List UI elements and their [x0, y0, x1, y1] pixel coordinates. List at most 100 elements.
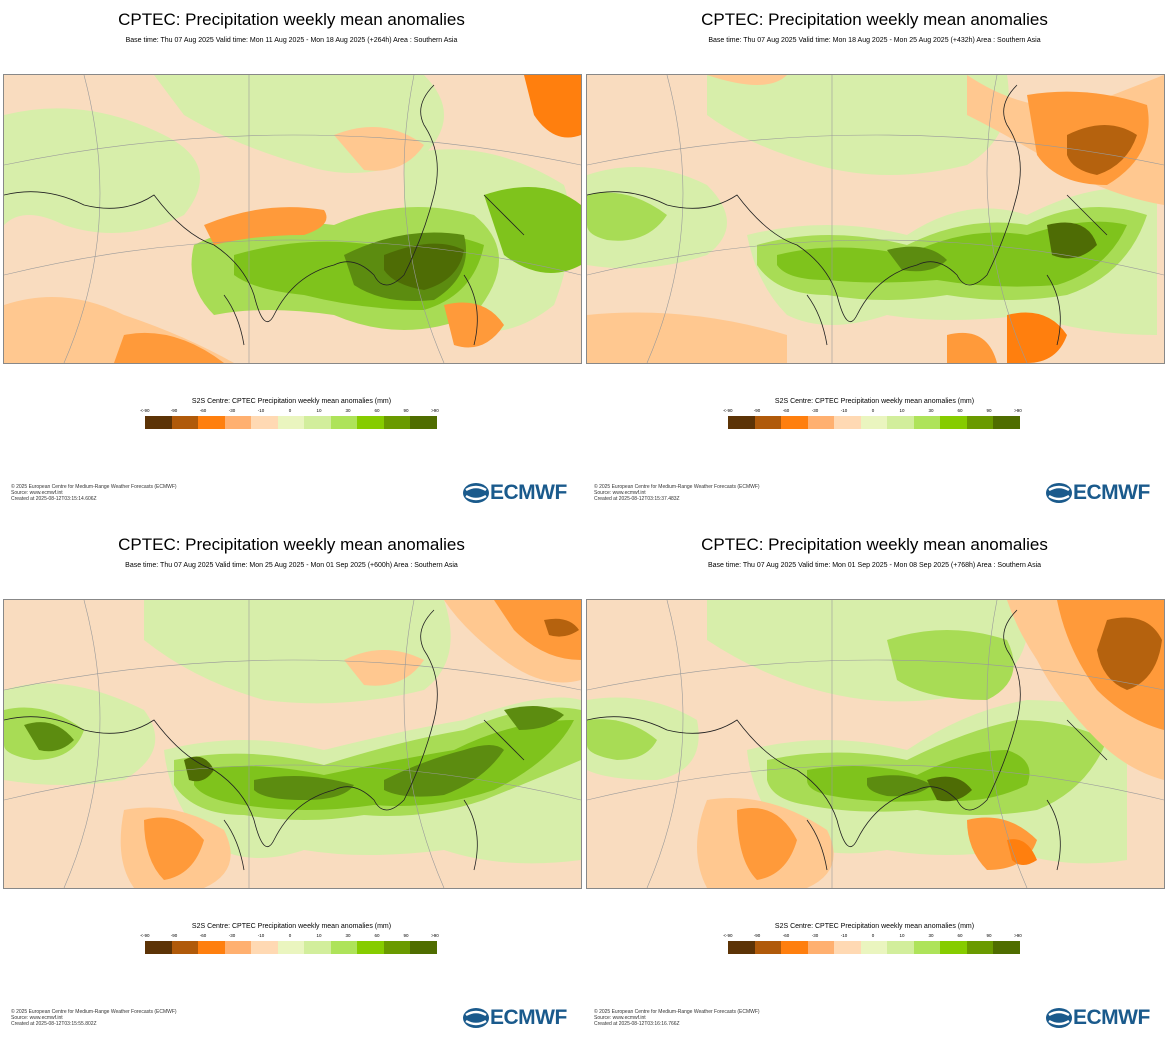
legend-tick: 90	[403, 408, 409, 413]
panel-subtitle: Base time: Thu 07 Aug 2025 Valid time: M…	[125, 37, 458, 44]
logo-text: ECMWF	[490, 481, 567, 504]
legend-tick: 60	[374, 933, 380, 938]
logo-text: ECMWF	[1073, 1006, 1150, 1029]
legend-swatch	[145, 941, 172, 954]
legend-swatch	[410, 941, 438, 954]
copyright-notice: © 2025 European Centre for Medium-Range …	[11, 1009, 177, 1027]
legend-title: S2S Centre: CPTEC Precipitation weekly m…	[191, 398, 392, 405]
legend-tick: -10	[840, 408, 848, 413]
legend-swatch	[330, 416, 358, 429]
created-line: Created at 2025-08-12T03:16:16.766Z	[594, 1021, 680, 1027]
legend-tick: -60	[782, 408, 790, 413]
ecmwf-logo[interactable]: ECMWF	[462, 481, 574, 505]
legend-tick: <-90	[723, 408, 733, 413]
forecast-panel-4: CPTEC: Precipitation weekly mean anomali…	[583, 525, 1166, 1050]
legend-swatch	[754, 416, 782, 429]
legend-ticks: <-90 -90 -60 -30 -10 0 10 30 60 90 >90	[723, 933, 1025, 941]
legend-tick: -90	[170, 408, 178, 413]
forecast-panel-2: CPTEC: Precipitation weekly mean anomali…	[583, 0, 1166, 525]
source-line: Source: www.ecmwf.int	[594, 490, 646, 496]
legend-tick: >90	[431, 408, 439, 413]
created-line: Created at 2025-08-12T03:15:14.606Z	[11, 496, 97, 502]
legend-swatch	[357, 416, 384, 429]
legend-tick: <-90	[723, 933, 733, 938]
legend-swatch	[330, 941, 358, 954]
legend-swatch	[171, 416, 199, 429]
legend-tick: >90	[1014, 933, 1022, 938]
color-legend-bar	[728, 941, 1021, 954]
copyright-line: © 2025 European Centre for Medium-Range …	[11, 1009, 177, 1015]
legend-tick: -10	[257, 933, 265, 938]
legend-tick: 0	[871, 408, 875, 413]
ecmwf-logo[interactable]: ECMWF	[1045, 481, 1157, 505]
legend-swatch	[781, 416, 808, 429]
source-line: Source: www.ecmwf.int	[11, 1015, 63, 1021]
legend-swatch	[887, 941, 914, 954]
legend-tick: 10	[316, 933, 322, 938]
legend-tick: 30	[345, 408, 351, 413]
legend-tick: 90	[986, 933, 992, 938]
ecmwf-logo[interactable]: ECMWF	[1045, 1006, 1157, 1030]
legend-tick: 60	[957, 408, 963, 413]
created-line: Created at 2025-08-12T03:15:37.483Z	[594, 496, 680, 502]
legend-tick: >90	[1014, 408, 1022, 413]
legend-swatch	[860, 941, 888, 954]
legend-ticks: <-90 -90 -60 -30 -10 0 10 30 60 90 >90	[723, 408, 1025, 416]
legend-tick: -30	[811, 408, 819, 413]
legend-tick: 10	[899, 933, 905, 938]
legend-tick: -90	[170, 933, 178, 938]
legend-swatch	[966, 416, 994, 429]
legend-swatch	[993, 416, 1021, 429]
legend-title: S2S Centre: CPTEC Precipitation weekly m…	[774, 923, 975, 930]
legend-swatch	[913, 941, 941, 954]
legend-swatch	[357, 941, 384, 954]
legend-swatch	[171, 941, 199, 954]
legend-tick: 10	[316, 408, 322, 413]
legend-swatch	[224, 941, 252, 954]
ecmwf-logo[interactable]: ECMWF	[462, 1006, 574, 1030]
legend-tick: <-90	[140, 933, 150, 938]
legend-tick: 0	[288, 933, 292, 938]
legend-swatch	[277, 941, 305, 954]
forecast-panel-1: CPTEC: Precipitation weekly mean anomali…	[0, 0, 583, 525]
legend-tick: -60	[782, 933, 790, 938]
created-line: Created at 2025-08-12T03:15:55.802Z	[11, 1021, 97, 1027]
legend-swatch	[383, 416, 411, 429]
copyright-line: © 2025 European Centre for Medium-Range …	[594, 1009, 760, 1015]
panel-title: CPTEC: Precipitation weekly mean anomali…	[701, 10, 1048, 29]
legend-tick: 60	[957, 933, 963, 938]
panel-subtitle: Base time: Thu 07 Aug 2025 Valid time: M…	[125, 562, 458, 569]
legend-tick: 30	[928, 408, 934, 413]
legend-swatch	[966, 941, 994, 954]
copyright-line: © 2025 European Centre for Medium-Range …	[11, 484, 177, 490]
copyright-notice: © 2025 European Centre for Medium-Range …	[594, 1009, 760, 1027]
legend-title: S2S Centre: CPTEC Precipitation weekly m…	[774, 398, 975, 405]
legend-tick: <-90	[140, 408, 150, 413]
legend-tick: 90	[986, 408, 992, 413]
color-legend-bar	[728, 416, 1021, 429]
legend-ticks: <-90 -90 -60 -30 -10 0 10 30 60 90 >90	[140, 408, 442, 416]
legend-swatch	[913, 416, 941, 429]
legend-tick: -90	[753, 408, 761, 413]
copyright-notice: © 2025 European Centre for Medium-Range …	[594, 484, 760, 502]
anomaly-map[interactable]	[586, 599, 1165, 889]
legend-tick: >90	[431, 933, 439, 938]
legend-swatch	[198, 941, 225, 954]
legend-tick: -10	[257, 408, 265, 413]
legend-tick: -10	[840, 933, 848, 938]
panel-title: CPTEC: Precipitation weekly mean anomali…	[701, 535, 1048, 554]
legend-tick: 60	[374, 408, 380, 413]
legend-tick: 90	[403, 933, 409, 938]
legend-swatch	[277, 416, 305, 429]
legend-swatch	[198, 416, 225, 429]
legend-swatch	[754, 941, 782, 954]
legend-tick: -60	[199, 408, 207, 413]
anomaly-map[interactable]	[3, 74, 582, 364]
anomaly-map[interactable]	[586, 74, 1165, 364]
legend-swatch	[304, 941, 331, 954]
ecmwf-logo-icon	[1046, 1008, 1072, 1028]
legend-tick: 30	[928, 933, 934, 938]
source-line: Source: www.ecmwf.int	[11, 490, 63, 496]
panel-title: CPTEC: Precipitation weekly mean anomali…	[118, 535, 465, 554]
anomaly-map[interactable]	[3, 599, 582, 889]
